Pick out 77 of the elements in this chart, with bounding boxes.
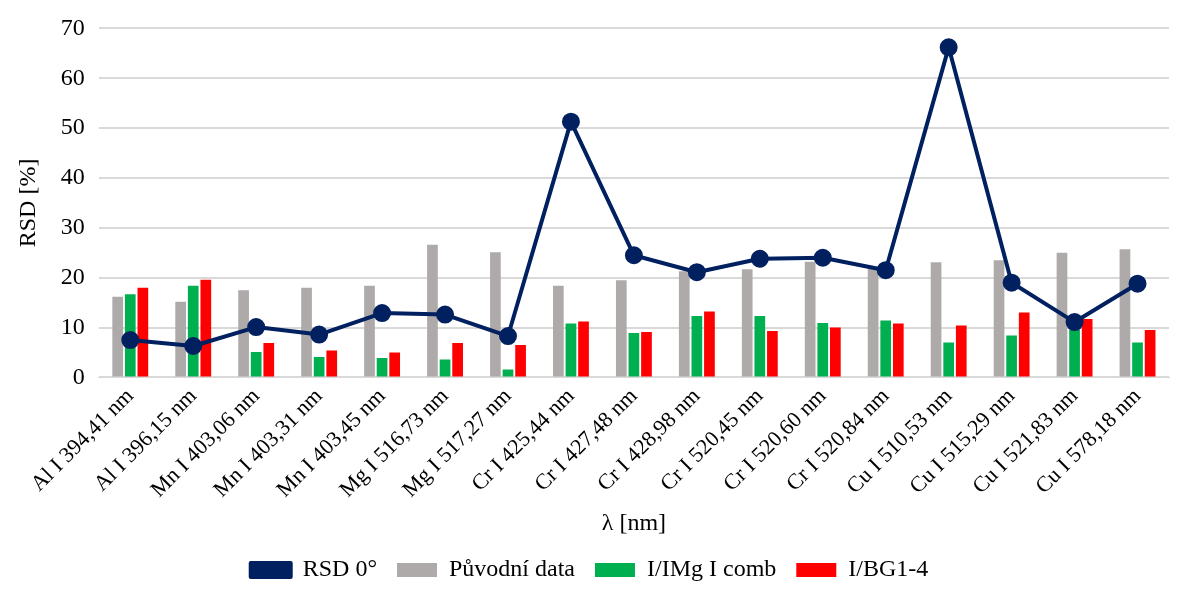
y-tick-label: 0 xyxy=(72,362,85,389)
bar xyxy=(364,285,375,377)
legend-label: I/IMg I comb xyxy=(646,555,777,582)
bar xyxy=(767,331,778,377)
y-tick-label: 60 xyxy=(60,63,85,90)
point xyxy=(939,38,958,57)
point xyxy=(1002,273,1021,292)
x-axis-title: λ [nm] xyxy=(601,508,667,535)
bar xyxy=(565,323,577,377)
bar xyxy=(263,343,275,377)
bar xyxy=(993,260,1005,377)
bar xyxy=(1132,342,1143,377)
point xyxy=(624,246,643,265)
bar xyxy=(930,262,942,377)
bar xyxy=(754,316,766,377)
point xyxy=(561,112,580,131)
bar xyxy=(641,332,652,377)
point xyxy=(373,304,392,323)
bar xyxy=(892,323,904,377)
point xyxy=(310,325,329,344)
bar xyxy=(376,357,388,377)
bar xyxy=(741,269,753,377)
point xyxy=(1065,313,1084,332)
bar xyxy=(804,261,816,377)
point xyxy=(498,327,517,346)
bar xyxy=(704,311,715,377)
bar xyxy=(1018,312,1030,377)
point xyxy=(247,318,266,337)
bar xyxy=(490,252,501,377)
legend-label: I/BG1-4 xyxy=(848,555,929,582)
bar xyxy=(250,351,262,377)
bar xyxy=(389,352,401,377)
point xyxy=(1128,274,1147,293)
bar xyxy=(200,279,212,377)
point xyxy=(876,261,895,280)
bar xyxy=(1069,329,1080,377)
bar xyxy=(439,359,451,377)
bar xyxy=(502,369,514,377)
bar xyxy=(830,327,841,377)
point xyxy=(121,331,140,350)
point xyxy=(436,305,455,324)
bar xyxy=(1081,319,1093,377)
point xyxy=(813,248,832,267)
bar xyxy=(301,287,312,377)
point xyxy=(184,337,203,356)
y-tick-label: 20 xyxy=(60,262,85,289)
bar xyxy=(578,321,589,377)
bar xyxy=(880,320,892,377)
point xyxy=(687,263,706,282)
bar xyxy=(427,244,438,377)
bar xyxy=(691,316,703,377)
legend-label: RSD 0° xyxy=(302,555,378,582)
y-tick-label: 70 xyxy=(60,13,85,40)
bar xyxy=(452,343,463,377)
bar xyxy=(1006,335,1017,377)
bar xyxy=(678,271,690,377)
bar xyxy=(515,345,526,377)
y-tick-label: 30 xyxy=(60,213,85,240)
bar xyxy=(955,325,967,377)
bar xyxy=(238,290,249,377)
bar xyxy=(628,333,640,377)
y-tick-label: 40 xyxy=(60,163,85,190)
legend-label: Původní data xyxy=(449,555,576,582)
bar xyxy=(175,301,186,377)
bar xyxy=(112,296,124,377)
bar xyxy=(553,285,564,377)
bar xyxy=(817,323,829,377)
bar xyxy=(1144,330,1156,377)
y-tick-label: 50 xyxy=(60,113,85,140)
bar xyxy=(326,350,338,377)
y-tick-label: 10 xyxy=(60,312,85,339)
point xyxy=(750,249,769,268)
y-axis-title: RSD [%] xyxy=(13,158,40,248)
bar xyxy=(867,267,879,377)
bar xyxy=(313,356,325,377)
bar xyxy=(943,342,955,377)
bar xyxy=(615,280,627,377)
